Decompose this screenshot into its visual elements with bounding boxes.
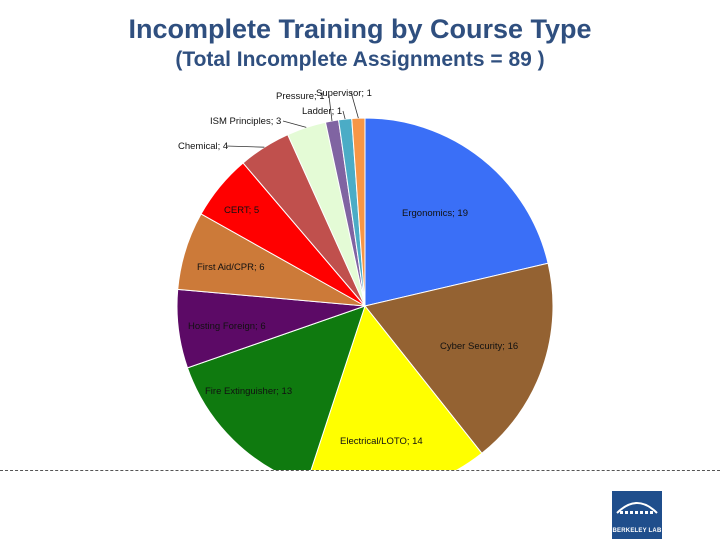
leader-line: [328, 95, 333, 121]
pie-slice-ergonomics: [364, 117, 549, 307]
pie-slice-cyber-security: [364, 262, 554, 454]
slice-label: Electrical/LOTO; 14: [340, 436, 423, 447]
slice-label: Cyber Security; 16: [440, 341, 518, 352]
chart-title: Incomplete Training by Course Type: [128, 14, 592, 44]
slice-label: Supervisor; 1: [316, 88, 372, 99]
slice-label: CERT; 5: [224, 205, 259, 216]
slice-label: Pressure; 1: [276, 91, 325, 102]
slice-label: Ergonomics; 19: [402, 208, 468, 219]
leader-line: [350, 91, 359, 119]
lab-building-icon: [616, 502, 658, 514]
slice-label: Hosting Foreign; 6: [188, 321, 266, 332]
leader-line: [342, 110, 346, 120]
pie-slice-electrical-loto: [310, 304, 483, 470]
pie-slice-fire-extinguisher: [186, 305, 366, 470]
chart-subtitle: (Total Incomplete Assignments = 89 ): [175, 48, 545, 71]
pie-chart: Ergonomics; 19 Cyber Security; 16 Electric…: [176, 88, 554, 470]
logo-text: BERKELEY LAB: [612, 528, 662, 534]
slice-label: ISM Principles; 3: [210, 116, 281, 127]
leader-line: [225, 145, 265, 148]
slice-label: Chemical; 4: [178, 141, 228, 152]
berkeley-lab-logo: BERKELEY LAB: [612, 491, 662, 539]
footer-divider: [0, 470, 720, 471]
leader-line: [282, 120, 307, 128]
slice-label: Ladder; 1: [302, 106, 342, 117]
slice-label: Fire Extinguisher; 13: [205, 386, 292, 397]
slice-label: First Aid/CPR; 6: [197, 262, 265, 273]
